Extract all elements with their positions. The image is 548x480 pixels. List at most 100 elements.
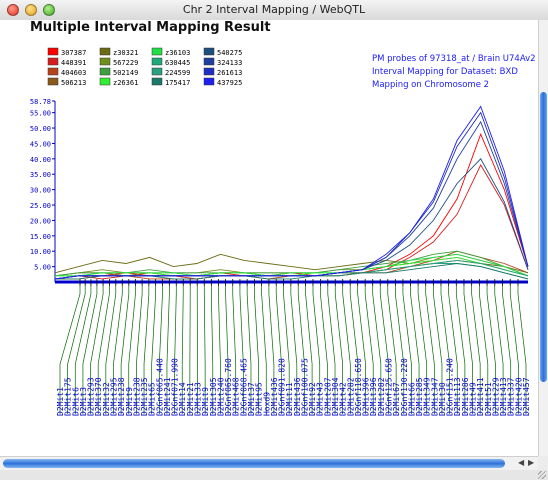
- marker-leader: [417, 286, 428, 414]
- minimize-icon[interactable]: [25, 4, 37, 16]
- marker-leader: [225, 286, 229, 414]
- close-icon[interactable]: [7, 4, 19, 16]
- page-title: Multiple Interval Mapping Result: [30, 20, 271, 35]
- legend-swatch: [99, 77, 111, 86]
- marker-leader: [312, 286, 321, 414]
- marker-label: D2Mit30: [438, 382, 447, 416]
- page-content: Multiple Interval Mapping Result 307387 4…: [0, 20, 538, 456]
- marker-label: D2Mit413: [499, 377, 508, 416]
- marker-label: D2Mit9: [125, 387, 134, 416]
- marker-label: D2Mit293: [87, 377, 96, 416]
- horizontal-scroll-thumb[interactable]: [3, 459, 505, 468]
- y-tick-label: 20.00: [30, 217, 51, 225]
- marker-label: D2Gnf118.650: [354, 358, 363, 416]
- window-title: Chr 2 Interval Mapping / WebQTL: [182, 3, 366, 16]
- marker-leader: [246, 286, 252, 414]
- marker-leader: [425, 286, 435, 414]
- horizontal-scrollbar[interactable]: ◀ ▶: [0, 456, 538, 470]
- marker-leader: [342, 286, 351, 414]
- legend-label: 630445: [165, 59, 190, 67]
- scroll-right-icon[interactable]: ▶: [528, 458, 535, 467]
- marker-leader: [448, 286, 458, 414]
- marker-leader: [181, 286, 184, 414]
- marker-leader: [283, 286, 290, 414]
- marker-leader: [151, 286, 157, 414]
- legend-label: z36103: [165, 49, 190, 57]
- y-tick-label: 30.00: [30, 187, 51, 195]
- legend-label: 437925: [217, 79, 242, 87]
- title-bar[interactable]: Chr 2 Interval Mapping / WebQTL: [0, 0, 548, 21]
- marker-label: D2Mit67: [392, 382, 401, 416]
- marker-label: D2Mit337: [507, 377, 516, 416]
- marker-label: D2Mit286: [461, 377, 470, 416]
- series-line-324133: [54, 120, 529, 280]
- marker-leader: [502, 286, 512, 414]
- legend-label: z30321: [113, 49, 138, 57]
- legend-label: 175417: [165, 79, 190, 87]
- legend-label: 307387: [61, 49, 86, 57]
- y-tick-label: 5.00: [34, 264, 51, 272]
- legend-label: 224599: [165, 69, 190, 77]
- marker-leader: [440, 286, 450, 414]
- legend-swatch: [47, 77, 59, 86]
- zoom-icon[interactable]: [43, 4, 55, 16]
- marker-leader: [327, 286, 336, 414]
- marker-label: D2Mit37: [247, 382, 256, 416]
- info-line: PM probes of 97318_at / Brain U74Av2: [372, 54, 536, 64]
- marker-leader: [67, 286, 86, 414]
- marker-label: D2Mit42: [339, 382, 348, 416]
- marker-label: D2Mit66: [407, 382, 416, 416]
- legend-swatch: [47, 57, 59, 66]
- vertical-scroll-thumb[interactable]: [540, 92, 547, 382]
- marker-leader: [305, 286, 313, 414]
- marker-label: D2Mit304: [331, 377, 340, 416]
- marker-leader: [166, 286, 170, 414]
- series-line-437925: [54, 105, 529, 280]
- marker-label: D2Mit436: [293, 377, 302, 416]
- marker-leader: [433, 286, 443, 414]
- marker-leader: [387, 286, 397, 414]
- marker-label: D2Mit95: [255, 382, 264, 416]
- y-tick-label: 45.00: [30, 140, 51, 148]
- marker-leader: [290, 286, 298, 414]
- series-line-448391: [54, 164, 529, 280]
- marker-label: D2Mit9: [201, 387, 210, 416]
- marker-label: D2Mit411: [476, 377, 485, 416]
- marker-label: D2Mit396: [369, 377, 378, 416]
- marker-leader: [82, 286, 98, 414]
- marker-label: D2Mit240: [216, 377, 225, 416]
- marker-leader: [136, 286, 143, 414]
- marker-leader: [297, 286, 305, 414]
- marker-label: D2Gnf100.075: [300, 358, 309, 416]
- marker-leader: [105, 286, 117, 414]
- marker-leader: [232, 286, 237, 414]
- marker-label: D2Gnf151.240: [446, 358, 455, 416]
- marker-label: D2Mit282: [346, 377, 355, 416]
- y-tick-label: 40.00: [30, 156, 51, 164]
- legend-label: 567229: [113, 59, 138, 67]
- marker-leader: [455, 286, 466, 414]
- marker-label: Hoxd9: [262, 392, 271, 416]
- marker-leader: [90, 286, 104, 414]
- marker-leader: [203, 286, 206, 414]
- vertical-scrollbar[interactable]: [538, 20, 548, 456]
- marker-label: D2Mit420: [514, 377, 523, 416]
- marker-leader: [268, 286, 275, 414]
- marker-leader: [239, 286, 244, 414]
- y-tick-label: 25.00: [30, 202, 51, 210]
- marker-label: D2Mit282: [377, 377, 386, 416]
- marker-leader: [97, 286, 110, 414]
- marker-label: D2Mit1: [56, 387, 65, 416]
- legend-swatch: [99, 57, 111, 66]
- legend-label: z26361: [113, 79, 138, 87]
- marker-label: D2Gnf065.440: [155, 358, 164, 416]
- legend-swatch: [151, 47, 163, 56]
- marker-leader: [471, 286, 481, 414]
- marker-label: D2Mit51: [484, 382, 493, 416]
- resize-grip-icon[interactable]: [538, 471, 546, 479]
- scroll-left-icon[interactable]: ◀: [518, 458, 525, 467]
- marker-label: D2Gnf125.650: [384, 358, 393, 416]
- marker-leader: [509, 286, 519, 414]
- legend-swatch: [99, 67, 111, 76]
- marker-leader: [357, 286, 366, 414]
